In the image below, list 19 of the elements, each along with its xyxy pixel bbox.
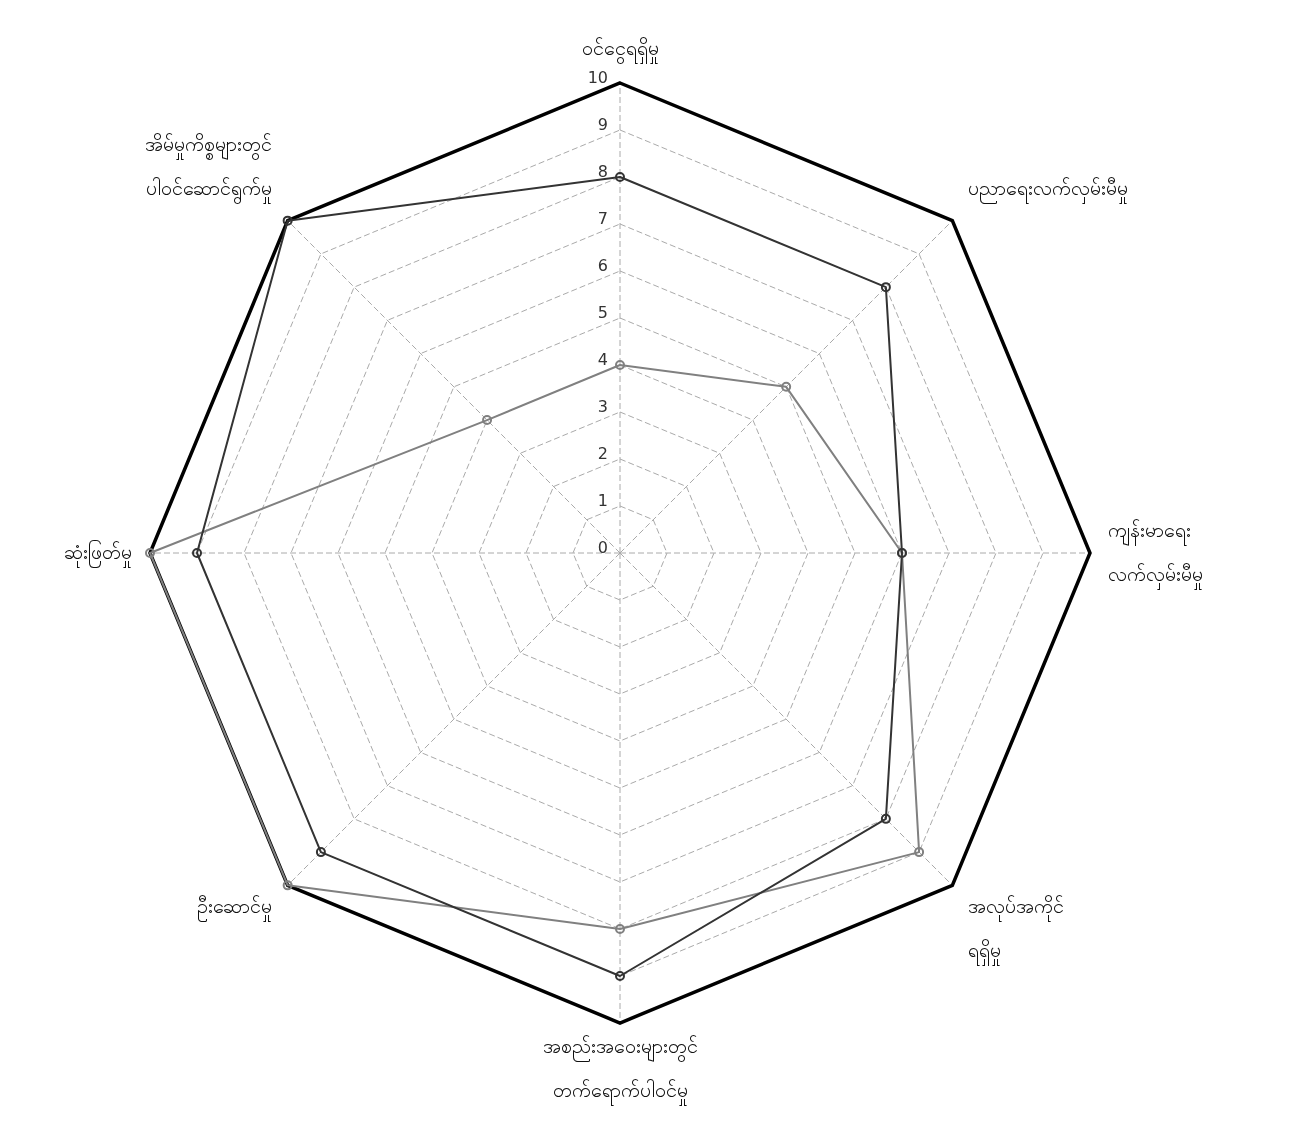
spoke-label: ဦးဆောင်မှု — [197, 894, 272, 922]
spoke-label: ပညာရေးလက်လှမ်းမီမှု — [968, 176, 1128, 204]
y-tick-label: 0 — [597, 538, 608, 557]
y-tick-label: 3 — [597, 397, 608, 416]
y-tick-label: 7 — [597, 209, 608, 228]
spoke-label: အလုပ်အကိုင် ရရှိမှု — [968, 894, 1064, 966]
y-tick-label: 5 — [597, 303, 608, 322]
y-tick-label: 2 — [597, 444, 608, 463]
y-tick-label: 9 — [597, 115, 608, 134]
spoke-label: ဝင်ငွေရရှိမှု — [581, 36, 659, 64]
y-tick-label: 10 — [587, 68, 608, 87]
spoke-label: ကျန်းမာရေး လက်လှမ်းမီမှု — [1108, 518, 1203, 590]
y-tick-label: 6 — [597, 256, 608, 275]
y-tick-label: 4 — [597, 350, 608, 369]
spoke-label: အစည်းအဝေးများတွင် တက်ရောက်ပါဝင်မှု — [542, 1034, 698, 1106]
spoke-label: ဆုံးဖြတ်မှု — [64, 540, 132, 568]
y-tick-label: 1 — [597, 491, 608, 510]
y-tick-label: 8 — [597, 162, 608, 181]
spoke-label: အိမ်မှုကိစ္စများတွင် ပါဝင်ဆောင်ရွက်မှု — [145, 132, 272, 204]
